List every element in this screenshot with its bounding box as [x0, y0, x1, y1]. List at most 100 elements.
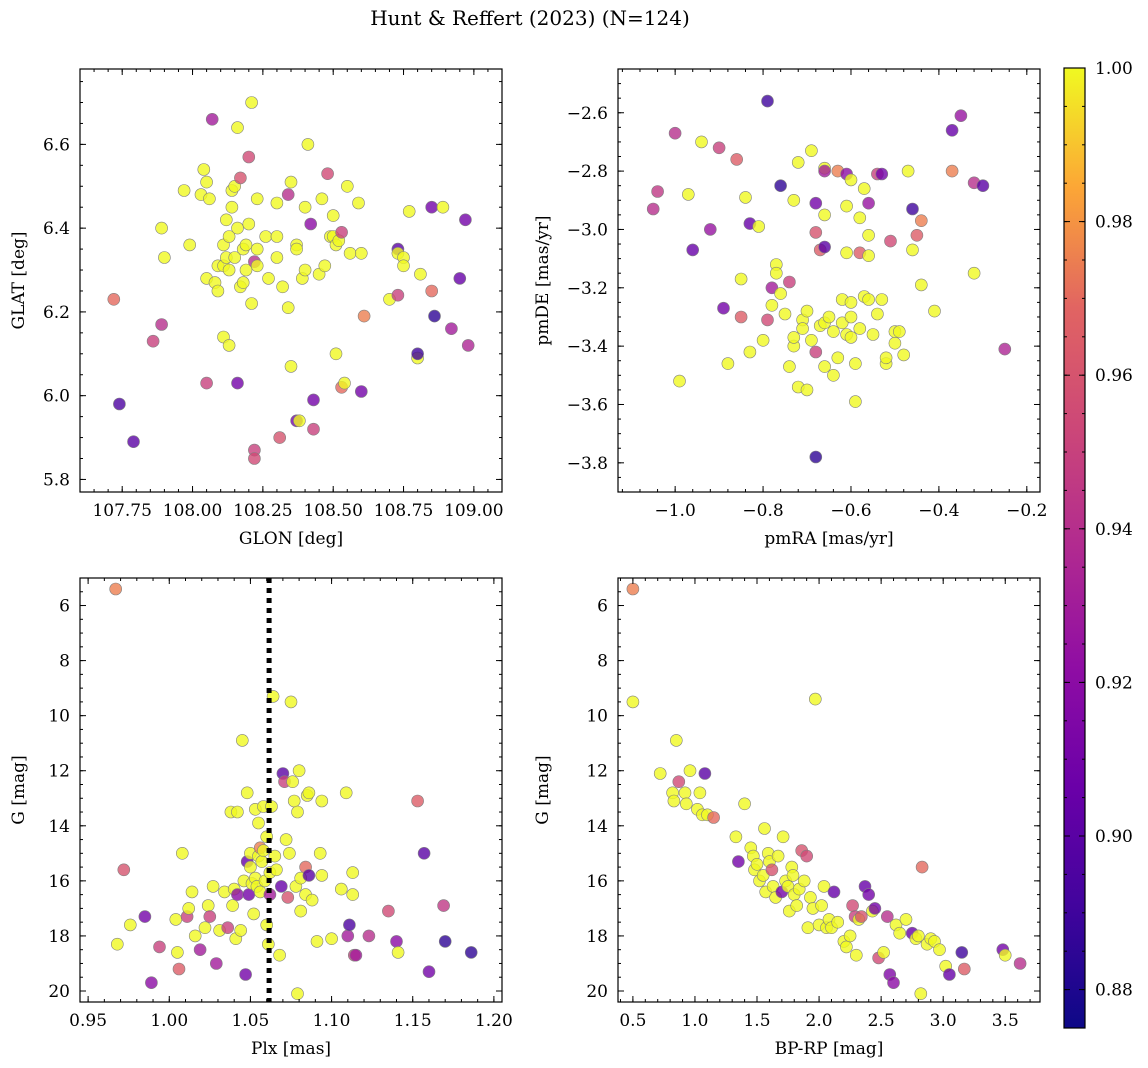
data-point: [234, 171, 247, 185]
data-point: [800, 383, 814, 397]
data-point: [887, 976, 900, 990]
y-tick-label: −3.0: [567, 220, 608, 240]
data-point: [307, 393, 320, 407]
data-point: [868, 902, 882, 915]
data-point: [804, 891, 817, 904]
x-tick-label: 109.00: [444, 501, 503, 521]
data-point: [281, 891, 295, 904]
data-point: [153, 940, 166, 954]
data-point: [897, 348, 911, 362]
data-point: [818, 360, 831, 373]
data-point: [954, 109, 968, 122]
data-point: [840, 199, 853, 213]
data-point: [411, 794, 424, 808]
colorbar-tick-label: 0.94: [1095, 520, 1133, 540]
x-tick-label: 0.5: [619, 1011, 646, 1031]
data-point: [222, 339, 236, 352]
x-tick-label: −0.8: [742, 501, 783, 521]
data-point: [417, 846, 431, 860]
data-point: [225, 200, 239, 214]
data-point: [124, 918, 137, 932]
y-tick-label: −2.6: [567, 104, 608, 124]
y-tick-label: 6.6: [43, 135, 70, 155]
data-point: [109, 582, 122, 596]
data-point: [783, 275, 796, 289]
data-point: [250, 192, 264, 206]
data-point: [912, 929, 925, 943]
x-axis-label: GLON [deg]: [239, 529, 343, 549]
data-point: [818, 164, 831, 178]
data-point: [270, 230, 284, 243]
data-point: [774, 179, 787, 192]
data-point: [672, 775, 686, 789]
data-point: [906, 243, 919, 257]
data-point: [761, 313, 774, 327]
data-point: [155, 318, 168, 331]
data-point: [866, 328, 880, 341]
data-point: [346, 866, 360, 879]
y-tick-label: 16: [586, 872, 608, 892]
data-point: [786, 869, 800, 882]
data-point: [127, 435, 140, 449]
x-tick-label: 0.95: [69, 1011, 107, 1031]
data-point: [250, 259, 264, 273]
data-point: [292, 764, 306, 778]
data-point: [765, 863, 779, 877]
data-point: [240, 786, 254, 800]
data-point: [667, 794, 681, 808]
data-point: [857, 182, 871, 195]
data-point: [844, 173, 858, 187]
data-point: [915, 860, 929, 874]
colorbar-tick-label: 0.96: [1095, 366, 1133, 386]
data-point: [853, 322, 867, 335]
data-point: [228, 251, 241, 264]
axes-frame: [617, 68, 1041, 493]
y-tick-label: −3.2: [567, 279, 608, 299]
x-tick-label: 2.5: [868, 1011, 895, 1031]
data-point: [346, 888, 360, 901]
data-point: [298, 263, 312, 277]
data-point: [818, 240, 831, 254]
data-point: [758, 822, 771, 835]
data-point: [743, 345, 757, 359]
y-tick-label: 6: [59, 597, 70, 617]
data-point: [307, 422, 320, 436]
data-point: [862, 249, 875, 262]
data-point: [274, 880, 288, 893]
data-point: [678, 786, 692, 800]
colorbar-gradient: [1063, 67, 1086, 1029]
data-point: [411, 347, 424, 361]
y-tick-label: 8: [597, 652, 608, 672]
data-point: [422, 965, 436, 979]
data-point: [293, 414, 306, 428]
data-point: [646, 202, 660, 216]
data-point: [707, 811, 720, 824]
data-point: [284, 695, 298, 709]
data-point: [203, 910, 217, 923]
data-point: [673, 374, 686, 388]
data-point: [325, 932, 338, 946]
x-tick-label: 1.15: [394, 1011, 432, 1031]
data-point: [877, 946, 890, 959]
data-point: [853, 211, 867, 225]
data-point: [840, 940, 853, 954]
data-point: [871, 307, 884, 321]
data-point: [943, 968, 956, 981]
data-point: [933, 943, 946, 957]
data-point: [453, 272, 467, 285]
data-point: [976, 179, 990, 192]
data-point: [800, 304, 814, 318]
scatter-points: [109, 582, 478, 1001]
panel-2: −1.0 −0.8 −0.6 −0.4 −0.2 −3.8 −3.6 −3.4 −3.2 −3.0…: [533, 68, 1047, 549]
data-point: [805, 333, 818, 347]
x-tick-label: 108.75: [374, 501, 433, 521]
colorbar-tick-label: 0.92: [1095, 673, 1133, 693]
data-point: [844, 296, 858, 309]
data-point: [998, 948, 1012, 962]
data-point: [849, 948, 863, 962]
data-point: [445, 322, 458, 336]
y-tick-label: 12: [586, 762, 608, 782]
data-point: [809, 196, 823, 210]
data-point: [849, 357, 862, 370]
data-point: [242, 217, 256, 231]
